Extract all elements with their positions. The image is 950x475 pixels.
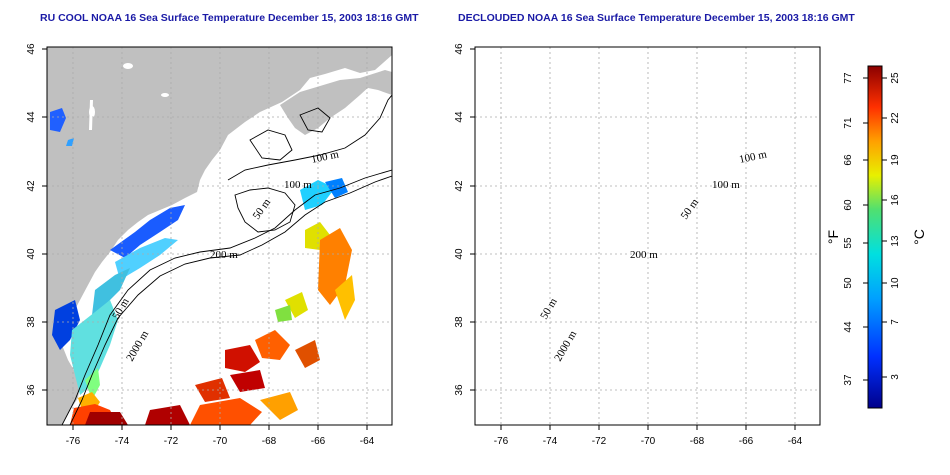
contour-label: 100 m xyxy=(284,179,312,191)
left-map-title: RU COOL NOAA 16 Sea Surface Temperature … xyxy=(40,12,419,24)
colorbar: 77 71 66 60 55 50 44 37 25 22 19 16 13 1… xyxy=(825,65,927,409)
y-tick-label: 44 xyxy=(26,111,37,123)
x-tick-label: -74 xyxy=(115,436,130,447)
x-tick-label: -68 xyxy=(262,436,277,447)
fahrenheit-tick: 44 xyxy=(843,321,854,333)
celsius-tick: 25 xyxy=(890,72,901,84)
x-tick-label: -76 xyxy=(494,436,509,447)
y-tick-label: 44 xyxy=(454,111,465,123)
y-tick-label: 38 xyxy=(454,316,465,328)
contour-label: 200 m xyxy=(210,249,238,261)
celsius-tick: 10 xyxy=(890,277,901,289)
fahrenheit-tick-labels: 77 71 66 60 55 50 44 37 xyxy=(843,72,854,386)
celsius-tick: 19 xyxy=(890,154,901,166)
fahrenheit-unit-label: °F xyxy=(825,230,841,244)
contour-label: 100 m xyxy=(738,148,768,166)
x-tick-label: -68 xyxy=(690,436,705,447)
x-tick-label: -72 xyxy=(164,436,179,447)
x-tick-label: -64 xyxy=(360,436,375,447)
contour-label: 50 m xyxy=(538,296,560,322)
land-mass xyxy=(47,47,392,425)
y-tick-label: 36 xyxy=(454,384,465,396)
celsius-tick: 16 xyxy=(890,194,901,206)
right-map-title: DECLOUDED NOAA 16 Sea Surface Temperatur… xyxy=(458,12,855,24)
y-tick-label: 38 xyxy=(26,316,37,328)
y-tick-label: 46 xyxy=(26,43,37,55)
celsius-tick: 13 xyxy=(890,235,901,247)
celsius-tick: 3 xyxy=(890,374,901,380)
fahrenheit-tick: 71 xyxy=(843,117,854,129)
right-map: 100 m 100 m 50 m 200 m 50 m 2000 m -76 -… xyxy=(454,43,821,447)
x-tick-label: -70 xyxy=(641,436,656,447)
fahrenheit-tick: 37 xyxy=(843,374,854,386)
y-tick-label: 40 xyxy=(26,248,37,260)
left-map: 100 m 100 m 50 m 200 m 50 m 2000 m -76 -… xyxy=(26,43,393,447)
x-tick-label: -66 xyxy=(311,436,326,447)
y-tick-label: 36 xyxy=(26,384,37,396)
left-grid xyxy=(47,47,392,425)
celsius-tick: 22 xyxy=(890,112,901,124)
celsius-unit-label: °C xyxy=(911,229,927,245)
y-tick-label: 46 xyxy=(454,43,465,55)
contour-label: 200 m xyxy=(630,249,658,261)
sst-data-left xyxy=(50,108,355,425)
contour-label: 50 m xyxy=(679,196,702,222)
left-x-tick-labels: -76 -74 -72 -70 -68 -66 -64 xyxy=(66,436,375,447)
celsius-tick: 7 xyxy=(890,319,901,325)
sst-data-right xyxy=(478,110,706,425)
y-tick-label: 40 xyxy=(454,248,465,260)
contour-label: 2000 m xyxy=(552,328,579,363)
x-tick-label: -72 xyxy=(592,436,607,447)
right-grid xyxy=(475,47,820,425)
x-tick-label: -74 xyxy=(543,436,558,447)
left-contours xyxy=(61,94,392,425)
contour-label: 100 m xyxy=(310,148,340,166)
right-x-tick-labels: -76 -74 -72 -70 -68 -66 -64 xyxy=(494,436,803,447)
land-mass xyxy=(475,47,820,425)
nova-scotia xyxy=(708,78,800,135)
x-tick-label: -66 xyxy=(739,436,754,447)
right-y-tick-labels: 36 38 40 42 44 46 xyxy=(454,43,465,396)
x-tick-label: -64 xyxy=(788,436,803,447)
y-tick-label: 42 xyxy=(26,180,37,192)
celsius-tick-labels: 25 22 19 16 13 10 7 3 xyxy=(890,72,901,380)
fahrenheit-tick: 77 xyxy=(843,72,854,84)
fahrenheit-tick: 60 xyxy=(843,199,854,211)
cape-breton xyxy=(360,70,392,95)
contour-label: 100 m xyxy=(712,179,740,191)
left-y-tick-labels: 36 38 40 42 44 46 xyxy=(26,43,37,396)
fahrenheit-tick: 66 xyxy=(843,154,854,166)
x-tick-label: -70 xyxy=(213,436,228,447)
fahrenheit-tick: 50 xyxy=(843,277,854,289)
colorbar-gradient xyxy=(867,65,883,409)
cape-breton xyxy=(788,70,820,95)
fahrenheit-tick: 55 xyxy=(843,237,854,249)
x-tick-label: -76 xyxy=(66,436,81,447)
y-tick-label: 42 xyxy=(454,180,465,192)
